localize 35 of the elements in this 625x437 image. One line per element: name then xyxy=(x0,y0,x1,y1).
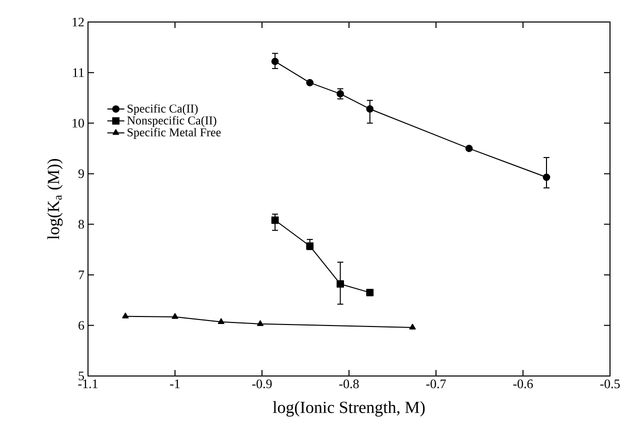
y-tick-label: 7 xyxy=(78,270,84,280)
y-axis-title: log(K$_{a}$ (M)) xyxy=(47,159,63,240)
x-tick-label: -0.5 xyxy=(600,380,620,388)
point xyxy=(336,90,344,98)
point xyxy=(366,105,374,113)
legend-label: Specific Ca(II) xyxy=(128,104,198,116)
y-tick-label: 9 xyxy=(78,169,84,178)
point xyxy=(122,312,129,318)
point xyxy=(218,318,224,324)
y-tick-label: 6 xyxy=(78,321,84,330)
point xyxy=(271,216,279,224)
legend-label: Nonspecific Ca(II) xyxy=(127,116,216,127)
y-tick-label: 8 xyxy=(78,220,84,229)
legend-label: Specific Metal Free xyxy=(128,128,221,139)
point xyxy=(366,288,374,296)
y-tick-label: 12 xyxy=(72,18,84,26)
x-tick-label: -0.6 xyxy=(513,380,533,388)
point xyxy=(336,280,344,288)
x-tick-label: -1.1 xyxy=(78,380,98,388)
point xyxy=(306,242,314,250)
point xyxy=(271,58,279,66)
x-tick-label: -0.9 xyxy=(252,380,272,388)
point xyxy=(542,174,550,181)
point xyxy=(306,79,314,86)
point xyxy=(257,320,264,326)
x-tick-label: -1 xyxy=(170,380,180,388)
point xyxy=(172,313,178,319)
point xyxy=(465,144,473,152)
x-axis-title: log(Ionic Strength, M) xyxy=(272,401,425,417)
y-tick-label: 11 xyxy=(73,68,84,77)
y-tick-label: 5 xyxy=(78,372,84,380)
y-tick-label: 10 xyxy=(72,118,84,128)
x-tick-label: -0.7 xyxy=(426,380,446,388)
point xyxy=(409,324,416,330)
x-tick-label: -0.8 xyxy=(339,380,359,388)
